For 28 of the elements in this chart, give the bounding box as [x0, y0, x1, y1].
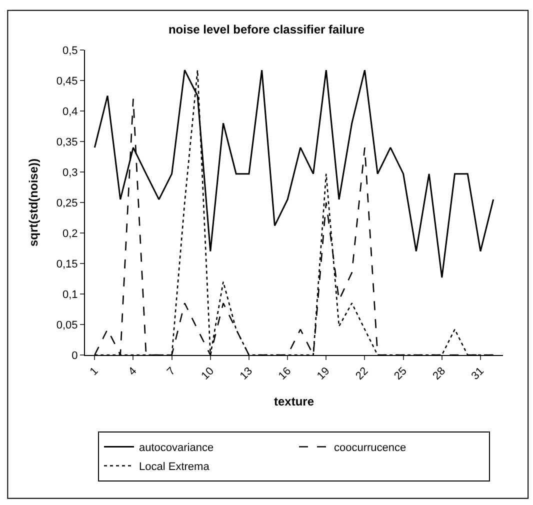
- y-tick-label: 0,05: [56, 319, 78, 332]
- x-tick-label: 13: [238, 365, 255, 382]
- y-tick-label: 0,4: [62, 106, 78, 118]
- y-tick-label: 0,5: [62, 44, 78, 57]
- x-tick-label: 10: [199, 365, 216, 382]
- y-tick-label: 0,35: [56, 136, 78, 148]
- x-tick-label: 22: [354, 365, 371, 382]
- chart-title: noise level before classifier failure: [168, 22, 365, 37]
- y-axis-title: sqrt(std(noise)): [26, 158, 41, 246]
- y-tick-label: 0,1: [62, 288, 78, 301]
- legend-label: autocovariance: [139, 442, 214, 454]
- x-tick-label: 7: [165, 365, 178, 378]
- y-tick-label: 0,45: [56, 75, 78, 88]
- y-tick-label: 0,2: [62, 228, 78, 240]
- x-tick-label: 4: [126, 365, 140, 378]
- x-tick-label: 19: [315, 365, 332, 382]
- y-tick-label: 0,25: [56, 197, 78, 210]
- x-tick-label: 31: [469, 365, 486, 382]
- y-tick-label: 0,15: [56, 258, 78, 270]
- x-axis-title: texture: [274, 394, 314, 408]
- x-tick-label: 25: [392, 365, 410, 382]
- legend-label: Local Extrema: [139, 461, 210, 474]
- x-tick-label: 16: [276, 365, 294, 382]
- x-tick-label: 1: [88, 365, 101, 378]
- x-tick-label: 28: [430, 365, 448, 382]
- y-tick-label: 0: [72, 350, 78, 362]
- legend-label: coocurrucence: [334, 442, 406, 454]
- y-tick-label: 0,3: [62, 166, 78, 179]
